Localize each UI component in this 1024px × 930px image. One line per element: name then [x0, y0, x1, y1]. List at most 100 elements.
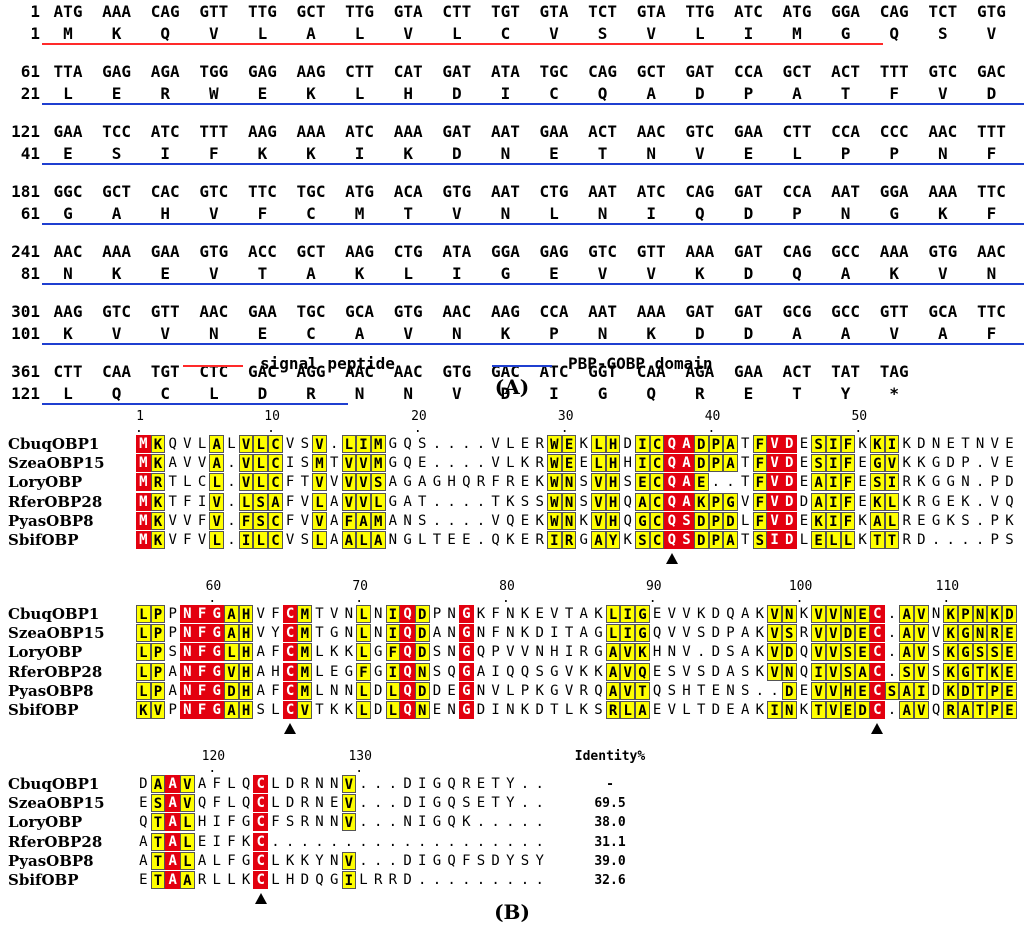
residue: F — [197, 512, 207, 529]
residue: V — [520, 644, 530, 661]
residue: G — [329, 625, 339, 642]
residue: C — [253, 851, 269, 870]
residue: V — [682, 606, 691, 622]
residue: S — [679, 531, 694, 549]
amino-acid: P — [840, 144, 851, 163]
residue: A — [165, 871, 181, 889]
residue: L — [315, 644, 324, 661]
residue: . — [975, 512, 985, 529]
residue: . — [300, 833, 310, 850]
residue: L — [356, 701, 371, 719]
amino-acid: F — [208, 144, 219, 163]
residue: A — [356, 511, 371, 530]
amino-acid: I — [354, 144, 365, 163]
residue: Q — [476, 644, 486, 661]
residue: G — [209, 643, 225, 662]
nt-position: 61 — [20, 62, 40, 81]
residue: . — [961, 532, 970, 548]
residue: L — [136, 643, 151, 662]
residue: V — [825, 662, 841, 681]
residue: Q — [197, 795, 207, 812]
residue: R — [462, 776, 471, 792]
residue: F — [183, 493, 192, 510]
residue: N — [344, 625, 354, 642]
codon: AGA — [685, 362, 715, 381]
amino-acid: Q — [597, 84, 608, 103]
residue: S — [696, 625, 706, 642]
residue: P — [150, 643, 166, 662]
residue: V — [564, 663, 574, 680]
amino-acid: E — [549, 144, 559, 163]
codon: GCT — [102, 182, 132, 201]
residue: . — [403, 833, 412, 850]
residue: C — [282, 662, 298, 681]
residue: E — [652, 702, 662, 718]
residue: . — [418, 872, 427, 888]
residue: C — [282, 643, 298, 662]
amino-acid: E — [63, 144, 73, 163]
sequence-name: LoryOBP — [8, 813, 83, 832]
residue: C — [649, 473, 665, 492]
residue: L — [312, 492, 327, 511]
residue: M — [297, 605, 313, 623]
residue: D — [403, 852, 412, 869]
residue: P — [708, 454, 724, 473]
residue: D — [535, 702, 544, 718]
amino-acid: N — [63, 264, 73, 283]
ruler-number: 60 — [205, 579, 222, 594]
codon: GAA — [733, 122, 763, 141]
residue: C — [253, 871, 269, 889]
residue: G — [432, 776, 442, 792]
residue: S — [987, 643, 1003, 662]
residue: D — [432, 682, 442, 699]
residue: K — [943, 662, 959, 681]
residue: K — [329, 644, 339, 661]
amino-acid: V — [403, 324, 413, 343]
residue: Q — [447, 814, 456, 831]
conserved-cysteine-marker — [871, 723, 884, 735]
residue: Q — [139, 814, 148, 831]
residue: Q — [652, 682, 662, 699]
codon: ATG — [782, 2, 812, 21]
residue: . — [770, 682, 779, 699]
codon: CAG — [782, 242, 812, 261]
residue: K — [635, 643, 650, 662]
amino-acid: V — [451, 384, 462, 403]
residue: F — [840, 492, 856, 511]
residue: M — [312, 454, 327, 473]
residue: . — [388, 814, 398, 831]
amino-acid: A — [646, 84, 656, 103]
ruler-tick: . — [560, 421, 569, 436]
residue: F — [271, 606, 280, 622]
residue: G — [432, 795, 442, 812]
residue: T — [961, 436, 970, 452]
amino-acid: N — [451, 324, 462, 343]
residue: Q — [403, 455, 412, 472]
residue: A — [388, 474, 398, 491]
residue: S — [300, 532, 310, 548]
residue: . — [520, 776, 530, 792]
residue: V — [341, 454, 357, 473]
residue: Y — [315, 852, 324, 869]
amino-acid: A — [354, 324, 365, 343]
residue: D — [799, 493, 809, 510]
residue: R — [579, 682, 588, 699]
residue: K — [150, 492, 166, 511]
residue: E — [635, 473, 650, 492]
residue: G — [209, 624, 225, 643]
amino-acid: L — [208, 384, 219, 403]
codon: TTT — [879, 62, 909, 81]
residue: F — [194, 624, 210, 643]
residue: Q — [400, 701, 415, 719]
codon: AAT — [588, 182, 618, 201]
residue: G — [635, 511, 650, 530]
residue: A — [165, 851, 181, 870]
residue: L — [180, 851, 195, 870]
residue: A — [899, 643, 915, 662]
residue: E — [139, 795, 148, 812]
residue: . — [462, 512, 471, 529]
codon: ACT — [831, 62, 861, 81]
residue: V — [667, 702, 677, 718]
residue: G — [458, 662, 474, 681]
residue: I — [418, 795, 427, 812]
